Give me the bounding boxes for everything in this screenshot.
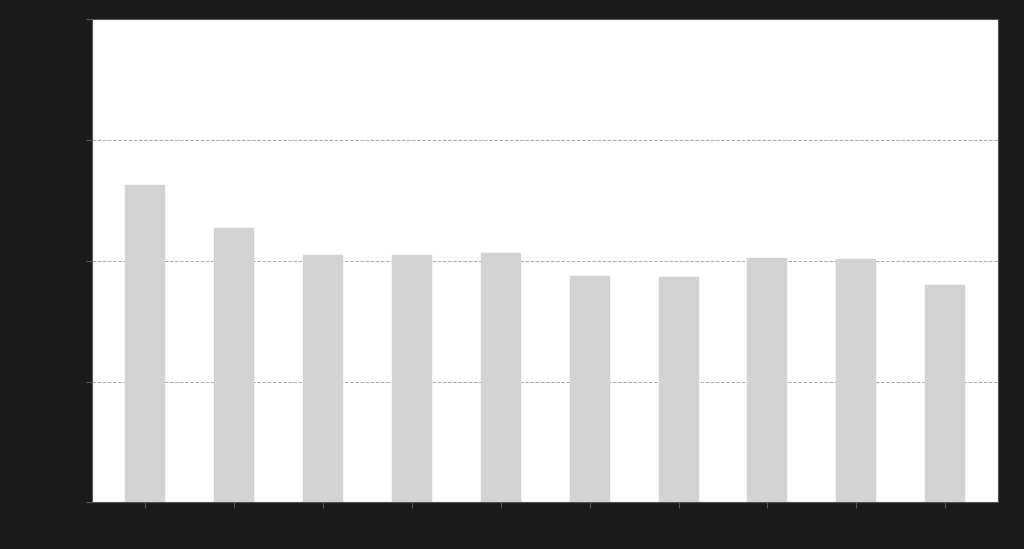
- Bar: [392, 255, 432, 502]
- Bar: [925, 285, 965, 502]
- Bar: [748, 258, 787, 502]
- Bar: [481, 253, 521, 502]
- Bar: [214, 228, 254, 502]
- Bar: [569, 276, 609, 502]
- Bar: [126, 186, 166, 502]
- Bar: [658, 277, 698, 502]
- Bar: [837, 259, 877, 502]
- Bar: [303, 255, 343, 502]
